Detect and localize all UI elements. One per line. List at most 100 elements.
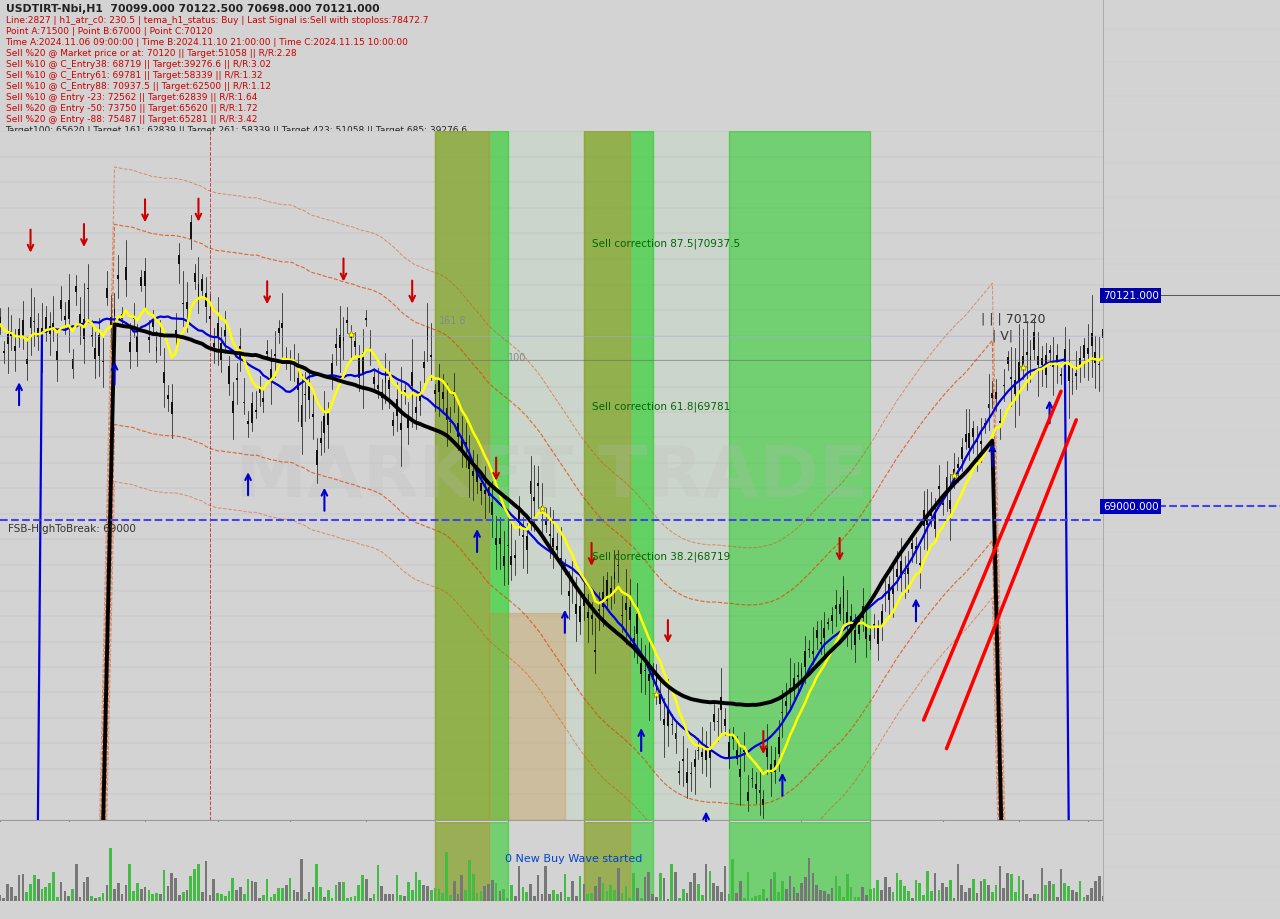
Bar bbox=[987, 886, 989, 901]
Bar bbox=[339, 335, 340, 349]
Bar bbox=[602, 592, 604, 607]
Bar bbox=[686, 893, 689, 901]
Bar bbox=[255, 410, 257, 413]
Bar bbox=[376, 865, 379, 901]
Bar bbox=[384, 893, 387, 901]
Bar bbox=[266, 879, 269, 901]
Bar bbox=[915, 879, 918, 901]
Bar bbox=[105, 885, 109, 901]
Bar bbox=[132, 891, 134, 901]
Bar bbox=[133, 319, 134, 320]
Bar bbox=[239, 887, 242, 901]
Bar bbox=[182, 892, 184, 901]
Bar bbox=[388, 380, 390, 389]
Bar bbox=[91, 896, 93, 901]
Bar bbox=[403, 391, 406, 396]
Bar bbox=[319, 887, 323, 901]
Bar bbox=[166, 395, 169, 400]
Bar bbox=[247, 879, 250, 901]
Bar bbox=[453, 391, 456, 397]
Bar bbox=[365, 879, 367, 901]
Bar bbox=[717, 886, 719, 901]
Bar bbox=[584, 132, 653, 820]
Bar bbox=[1014, 380, 1016, 394]
Bar bbox=[170, 403, 173, 414]
Bar bbox=[759, 790, 760, 793]
Bar bbox=[865, 625, 868, 639]
Bar bbox=[193, 868, 196, 901]
Bar bbox=[884, 594, 887, 596]
Bar bbox=[594, 886, 596, 901]
Bar bbox=[613, 890, 616, 901]
Bar bbox=[45, 317, 47, 333]
Bar bbox=[415, 872, 417, 901]
Text: Time A:2024.11.06 09:00:00 | Time B:2024.11.10 21:00:00 | Time C:2024.11.15 10:0: Time A:2024.11.06 09:00:00 | Time B:2024… bbox=[5, 38, 408, 47]
Bar bbox=[216, 893, 219, 901]
Bar bbox=[22, 874, 24, 901]
Bar bbox=[904, 886, 906, 901]
Bar bbox=[255, 882, 257, 901]
Bar bbox=[1071, 381, 1074, 382]
Bar bbox=[724, 719, 726, 726]
Bar bbox=[193, 274, 196, 283]
Bar bbox=[559, 891, 562, 901]
Bar bbox=[266, 352, 268, 355]
Bar bbox=[678, 899, 681, 901]
Bar bbox=[933, 873, 937, 901]
Bar bbox=[767, 748, 768, 756]
Bar bbox=[529, 884, 532, 901]
Bar bbox=[1029, 898, 1032, 901]
Bar bbox=[998, 422, 1001, 424]
Bar bbox=[1060, 869, 1062, 901]
Bar bbox=[1018, 362, 1020, 381]
Bar bbox=[362, 354, 364, 373]
Bar bbox=[278, 328, 279, 334]
Bar bbox=[881, 891, 883, 901]
Bar bbox=[995, 885, 997, 901]
Bar bbox=[472, 874, 475, 901]
Bar bbox=[605, 891, 608, 901]
Text: Sell %10 @ C_Entry88: 70937.5 || Target:62500 || R/R:1.12: Sell %10 @ C_Entry88: 70937.5 || Target:… bbox=[5, 82, 270, 91]
Bar bbox=[636, 888, 639, 901]
Bar bbox=[621, 893, 623, 901]
Bar bbox=[79, 315, 81, 326]
Bar bbox=[835, 606, 837, 609]
Bar bbox=[808, 649, 810, 650]
Bar bbox=[1064, 350, 1066, 359]
Bar bbox=[628, 607, 631, 620]
Bar bbox=[640, 898, 643, 901]
Text: 100: 100 bbox=[508, 352, 526, 362]
Bar bbox=[262, 895, 265, 901]
Bar bbox=[403, 896, 406, 901]
Bar bbox=[212, 344, 215, 348]
Bar bbox=[113, 889, 115, 901]
Bar bbox=[1068, 366, 1070, 381]
Bar bbox=[763, 800, 764, 806]
Bar bbox=[465, 442, 467, 448]
Bar bbox=[823, 891, 826, 901]
Bar bbox=[1037, 357, 1039, 366]
Bar bbox=[116, 883, 119, 901]
Bar bbox=[323, 897, 325, 901]
Bar bbox=[632, 638, 635, 647]
Bar bbox=[422, 885, 425, 901]
Bar bbox=[209, 895, 211, 901]
Bar bbox=[60, 301, 61, 310]
Bar bbox=[347, 320, 348, 323]
Bar bbox=[349, 897, 352, 901]
Bar bbox=[785, 889, 787, 901]
Bar bbox=[636, 614, 639, 634]
Bar bbox=[609, 885, 612, 901]
Bar bbox=[332, 364, 333, 376]
Bar bbox=[26, 892, 28, 901]
Bar bbox=[1087, 348, 1089, 355]
Bar bbox=[900, 879, 902, 901]
Text: Sell correction 61.8|69781: Sell correction 61.8|69781 bbox=[591, 401, 730, 412]
Bar bbox=[545, 519, 547, 525]
Bar bbox=[778, 737, 780, 754]
Bar bbox=[209, 317, 211, 320]
Bar bbox=[896, 873, 899, 901]
Bar bbox=[1021, 880, 1024, 901]
Bar bbox=[858, 622, 860, 634]
Bar bbox=[251, 881, 253, 901]
